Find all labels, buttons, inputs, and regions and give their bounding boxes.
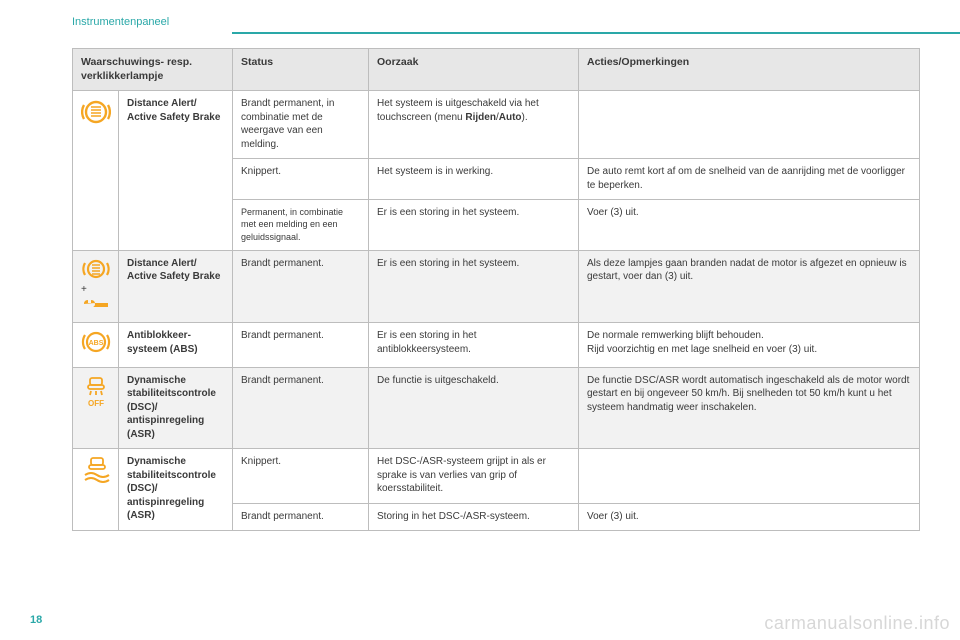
th-status: Status xyxy=(233,49,369,91)
status-cell: Brandt permanent. xyxy=(233,250,369,323)
status-cell: Brandt permanent, in combinatie met de w… xyxy=(233,91,369,159)
lamp-name: Antiblokkeer­systeem (ABS) xyxy=(119,323,233,368)
table-row: ABS Antiblokkeer­systeem (ABS) Brandt pe… xyxy=(73,323,920,368)
status-cell: Permanent, in combinatie met een melding… xyxy=(233,200,369,250)
action-cell: De auto remt kort af om de snelheid van … xyxy=(579,159,920,200)
lamp-name: Distance Alert/ Active Safety Brake xyxy=(119,91,233,250)
cause-cell: De functie is uitgeschakeld. xyxy=(369,367,579,449)
icon-cell: OFF xyxy=(73,367,119,449)
action-cell: Als deze lampjes gaan branden nadat de m… xyxy=(579,250,920,323)
cause-cell: Er is een storing in het systeem. xyxy=(369,250,579,323)
status-cell: Brandt permanent. xyxy=(233,323,369,368)
dsc-icon xyxy=(81,455,113,485)
action-cell: Voer (3) uit. xyxy=(579,200,920,250)
cause-cell: Er is een storing in het systeem. xyxy=(369,200,579,250)
action-cell: De normale remwerking blijft behouden. R… xyxy=(579,323,920,368)
cause-cell: Het systeem is uitgeschakeld via het tou… xyxy=(369,91,579,159)
table-row: OFF Dynamische stabiliteits­controle (DS… xyxy=(73,367,920,449)
plus-text: + xyxy=(81,283,110,297)
table-row: Distance Alert/ Active Safety Brake Bran… xyxy=(73,91,920,159)
action-cell: Voer (3) uit. xyxy=(579,503,920,531)
cause-cell: Het DSC-/ASR-systeem grijpt in als er sp… xyxy=(369,449,579,504)
action-cell xyxy=(579,449,920,504)
accent-rule xyxy=(232,32,960,34)
lamp-name: Dynamische stabiliteits­controle (DSC)/ … xyxy=(119,449,233,531)
table-row: Dynamische stabiliteits­controle (DSC)/ … xyxy=(73,449,920,504)
icon-cell: + xyxy=(73,250,119,323)
svg-text:ABS: ABS xyxy=(89,340,104,347)
cause-cell: Het systeem is in werking. xyxy=(369,159,579,200)
icon-cell xyxy=(73,91,119,250)
icon-cell: ABS xyxy=(73,323,119,368)
distance-alert-icon xyxy=(81,257,111,281)
th-action: Acties/Opmerkingen xyxy=(579,49,920,91)
dsc-off-icon: OFF xyxy=(81,374,111,408)
status-cell: Brandt permanent. xyxy=(233,367,369,449)
table-row: + Distance Alert/ Active Safety Brake Br… xyxy=(73,250,920,323)
lamp-name: Dynamische stabiliteits­controle (DSC)/ … xyxy=(119,367,233,449)
cause-cell: Storing in het DSC-/ASR-systeem. xyxy=(369,503,579,531)
action-cell xyxy=(579,91,920,159)
abs-icon: ABS xyxy=(81,329,111,355)
page: Instrumentenpaneel Waarschuwings- resp. … xyxy=(0,0,960,640)
status-cell: Brandt permanent. xyxy=(233,503,369,531)
wrench-icon xyxy=(81,297,111,311)
lamp-name: Distance Alert/ Active Safety Brake xyxy=(119,250,233,323)
distance-alert-icon xyxy=(81,97,111,127)
table-header-row: Waarschuwings- resp. verklikkerlampje St… xyxy=(73,49,920,91)
watermark: carmanualsonline.info xyxy=(764,613,950,634)
action-cell: De functie DSC/ASR wordt automatisch ing… xyxy=(579,367,920,449)
icon-cell xyxy=(73,449,119,531)
status-cell: Knippert. xyxy=(233,159,369,200)
svg-text:OFF: OFF xyxy=(88,399,104,408)
cause-cell: Er is een storing in het antiblokkeersys… xyxy=(369,323,579,368)
th-cause: Oorzaak xyxy=(369,49,579,91)
status-cell: Knippert. xyxy=(233,449,369,504)
page-number: 18 xyxy=(30,614,42,626)
section-title: Instrumentenpaneel xyxy=(72,16,920,28)
warning-table: Waarschuwings- resp. verklikkerlampje St… xyxy=(72,48,920,531)
th-lamp: Waarschuwings- resp. verklikkerlampje xyxy=(73,49,233,91)
